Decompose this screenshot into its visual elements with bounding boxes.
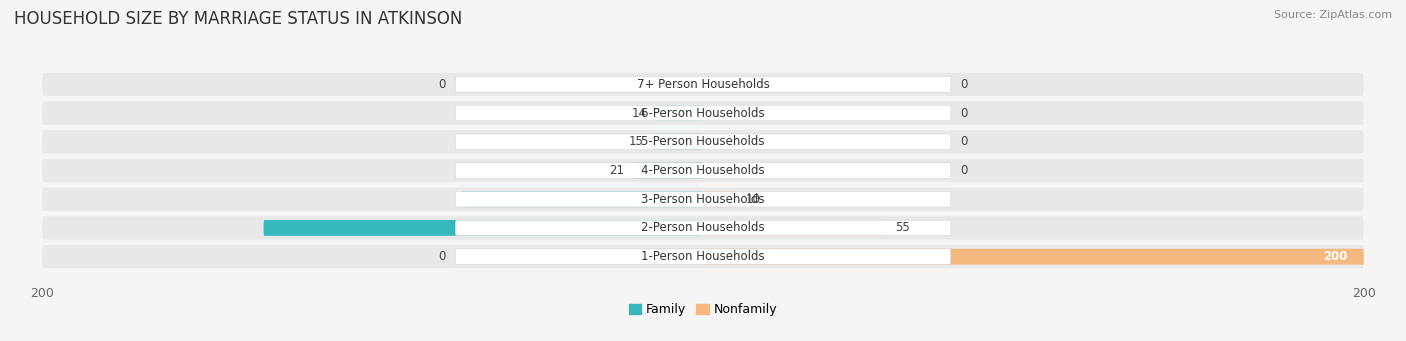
FancyBboxPatch shape	[456, 191, 950, 207]
Text: 5-Person Households: 5-Person Households	[641, 135, 765, 148]
FancyBboxPatch shape	[42, 73, 1364, 96]
Text: 6-Person Households: 6-Person Households	[641, 107, 765, 120]
FancyBboxPatch shape	[42, 188, 1364, 211]
Text: 3-Person Households: 3-Person Households	[641, 193, 765, 206]
FancyBboxPatch shape	[634, 163, 703, 178]
Text: HOUSEHOLD SIZE BY MARRIAGE STATUS IN ATKINSON: HOUSEHOLD SIZE BY MARRIAGE STATUS IN ATK…	[14, 10, 463, 28]
Text: Source: ZipAtlas.com: Source: ZipAtlas.com	[1274, 10, 1392, 20]
Text: 21: 21	[609, 164, 624, 177]
FancyBboxPatch shape	[456, 220, 950, 236]
Text: 200: 200	[1323, 250, 1347, 263]
Text: 73: 73	[478, 193, 494, 206]
FancyBboxPatch shape	[42, 101, 1364, 125]
FancyBboxPatch shape	[654, 134, 703, 150]
FancyBboxPatch shape	[456, 249, 950, 264]
FancyBboxPatch shape	[42, 245, 1364, 268]
Text: 4-Person Households: 4-Person Households	[641, 164, 765, 177]
Legend: Family, Nonfamily: Family, Nonfamily	[624, 298, 782, 321]
Text: 0: 0	[960, 164, 969, 177]
Text: 0: 0	[437, 78, 446, 91]
Text: 133: 133	[471, 221, 495, 234]
Text: 2-Person Households: 2-Person Households	[641, 221, 765, 234]
FancyBboxPatch shape	[703, 191, 737, 207]
FancyBboxPatch shape	[42, 216, 1364, 240]
Text: 0: 0	[437, 250, 446, 263]
FancyBboxPatch shape	[42, 130, 1364, 153]
FancyBboxPatch shape	[42, 159, 1364, 182]
Text: 1-Person Households: 1-Person Households	[641, 250, 765, 263]
FancyBboxPatch shape	[703, 249, 1364, 265]
FancyBboxPatch shape	[456, 163, 950, 178]
Text: 0: 0	[960, 107, 969, 120]
FancyBboxPatch shape	[461, 191, 703, 207]
Text: 7+ Person Households: 7+ Person Households	[637, 78, 769, 91]
FancyBboxPatch shape	[263, 220, 703, 236]
FancyBboxPatch shape	[456, 134, 950, 150]
Text: 55: 55	[894, 221, 910, 234]
Text: 0: 0	[960, 135, 969, 148]
FancyBboxPatch shape	[456, 77, 950, 92]
Text: 10: 10	[747, 193, 761, 206]
Text: 15: 15	[628, 135, 644, 148]
Text: 14: 14	[631, 107, 647, 120]
FancyBboxPatch shape	[703, 220, 884, 236]
FancyBboxPatch shape	[657, 105, 703, 121]
FancyBboxPatch shape	[456, 105, 950, 121]
Text: 0: 0	[960, 78, 969, 91]
